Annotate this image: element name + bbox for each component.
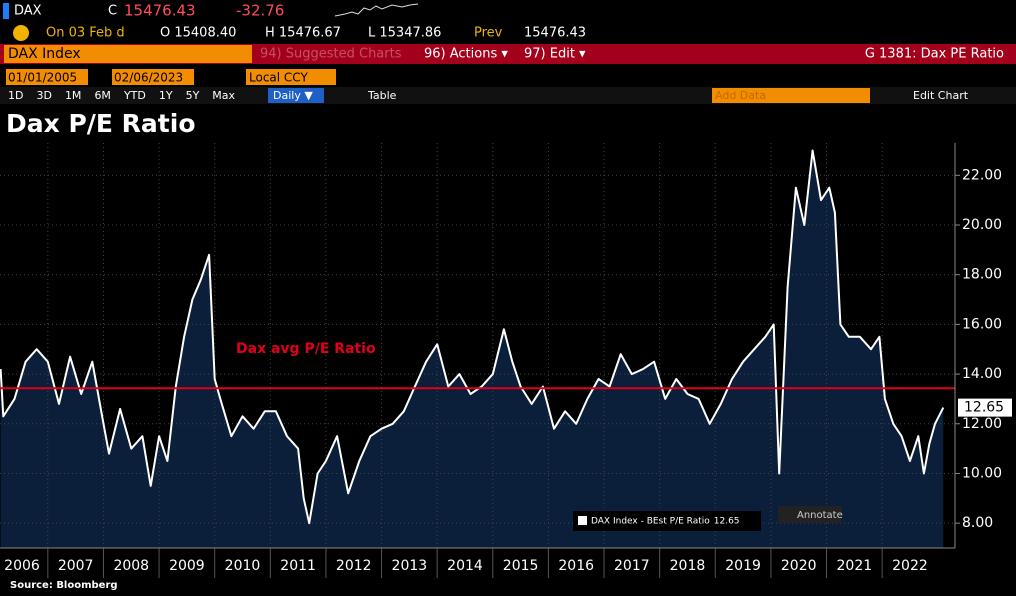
y-tick-label: 20.00 xyxy=(962,217,1002,233)
security[interactable]: DAX Index xyxy=(8,46,81,62)
change: -32.76 xyxy=(236,2,284,20)
close-code: C xyxy=(108,4,117,19)
date: On 03 Feb d xyxy=(46,26,125,41)
x-tick-label: 2022 xyxy=(892,558,928,574)
sparkline xyxy=(334,3,419,17)
frequency[interactable]: Daily ▼ xyxy=(273,89,313,102)
x-tick-label: 2012 xyxy=(336,558,372,574)
add-data-box[interactable] xyxy=(712,88,870,103)
area-fill xyxy=(0,150,944,548)
x-tick-label: 2017 xyxy=(614,558,650,574)
toolbar xyxy=(0,44,1016,64)
x-tick-label: 2011 xyxy=(280,558,316,574)
x-tick-label: 2015 xyxy=(503,558,539,574)
period-button[interactable]: 1Y xyxy=(159,89,173,102)
x-tick-label: 2009 xyxy=(169,558,205,574)
chart-title: Dax P/E Ratio xyxy=(6,109,196,138)
x-tick-label: 2007 xyxy=(58,558,94,574)
add-data[interactable]: Add Data xyxy=(715,89,766,102)
x-tick-label: 2021 xyxy=(837,558,873,574)
x-tick-label: 2014 xyxy=(447,558,483,574)
x-tick-label: 2006 xyxy=(4,558,40,574)
period-button[interactable]: 1M xyxy=(65,89,82,102)
x-tick-label: 2018 xyxy=(670,558,706,574)
menu-actions[interactable]: 96) Actions ▾ xyxy=(424,47,508,62)
start-box[interactable] xyxy=(6,69,88,85)
low: L 15347.86 xyxy=(368,26,441,41)
prev: 15476.43 xyxy=(524,26,586,41)
security-box[interactable] xyxy=(4,45,252,63)
y-tick-label: 18.00 xyxy=(962,267,1002,283)
period-button[interactable]: 6M xyxy=(94,89,111,102)
legend-value: 12.65 xyxy=(714,517,740,527)
table[interactable]: Table xyxy=(367,89,397,102)
start-date[interactable]: 01/01/2005 xyxy=(8,71,77,85)
y-tick-label: 10.00 xyxy=(962,465,1002,481)
menu-edit[interactable]: 97) Edit ▾ xyxy=(524,47,586,62)
period-button[interactable]: 5Y xyxy=(186,89,200,102)
marker xyxy=(3,3,9,19)
end-box[interactable] xyxy=(112,69,194,85)
clock-icon xyxy=(13,25,29,41)
reference-label: Dax avg P/E Ratio xyxy=(236,341,376,357)
period-button[interactable]: YTD xyxy=(123,89,146,102)
y-tick-label: 14.00 xyxy=(962,366,1002,382)
end-date[interactable]: 02/06/2023 xyxy=(114,71,183,85)
x-tick-label: 2010 xyxy=(225,558,261,574)
ccy-box[interactable] xyxy=(246,69,336,85)
legend-box xyxy=(573,511,761,531)
period-button[interactable]: 3D xyxy=(36,89,51,102)
frequency-box[interactable] xyxy=(268,88,324,103)
prev-label: Prev xyxy=(474,26,503,41)
annotate-button[interactable] xyxy=(778,506,842,523)
page-code: G 1381: Dax PE Ratio xyxy=(865,47,1004,62)
period-button[interactable]: Max xyxy=(212,89,235,102)
high: H 15476.67 xyxy=(265,26,341,41)
edit-chart[interactable]: Edit Chart xyxy=(913,89,969,102)
currency[interactable]: Local CCY xyxy=(249,71,308,85)
y-tick-label: 8.00 xyxy=(962,515,993,531)
x-tick-label: 2016 xyxy=(558,558,594,574)
legend-swatch xyxy=(578,516,587,525)
last-value-box xyxy=(958,398,1012,417)
menu-suggested[interactable]: 94) Suggested Charts xyxy=(260,47,402,62)
x-tick-label: 2013 xyxy=(392,558,428,574)
y-tick-label: 12.00 xyxy=(962,416,1002,432)
period-button[interactable]: 1D xyxy=(8,89,23,102)
x-tick-label: 2008 xyxy=(113,558,149,574)
annotate[interactable]: Annotate xyxy=(797,510,843,521)
close: 15476.43 xyxy=(124,2,196,20)
line xyxy=(0,149,945,525)
y-tick-label: 22.00 xyxy=(962,167,1002,183)
ticker: DAX xyxy=(14,4,42,19)
x-tick-label: 2019 xyxy=(725,558,761,574)
open: O 15408.40 xyxy=(160,26,236,41)
last-value-label: 12.65 xyxy=(964,400,1004,416)
x-tick-label: 2020 xyxy=(781,558,817,574)
y-tick-label: 16.00 xyxy=(962,316,1002,332)
source: Source: Bloomberg xyxy=(10,580,118,591)
legend-label: DAX Index - BEst P/E Ratio xyxy=(591,517,710,527)
